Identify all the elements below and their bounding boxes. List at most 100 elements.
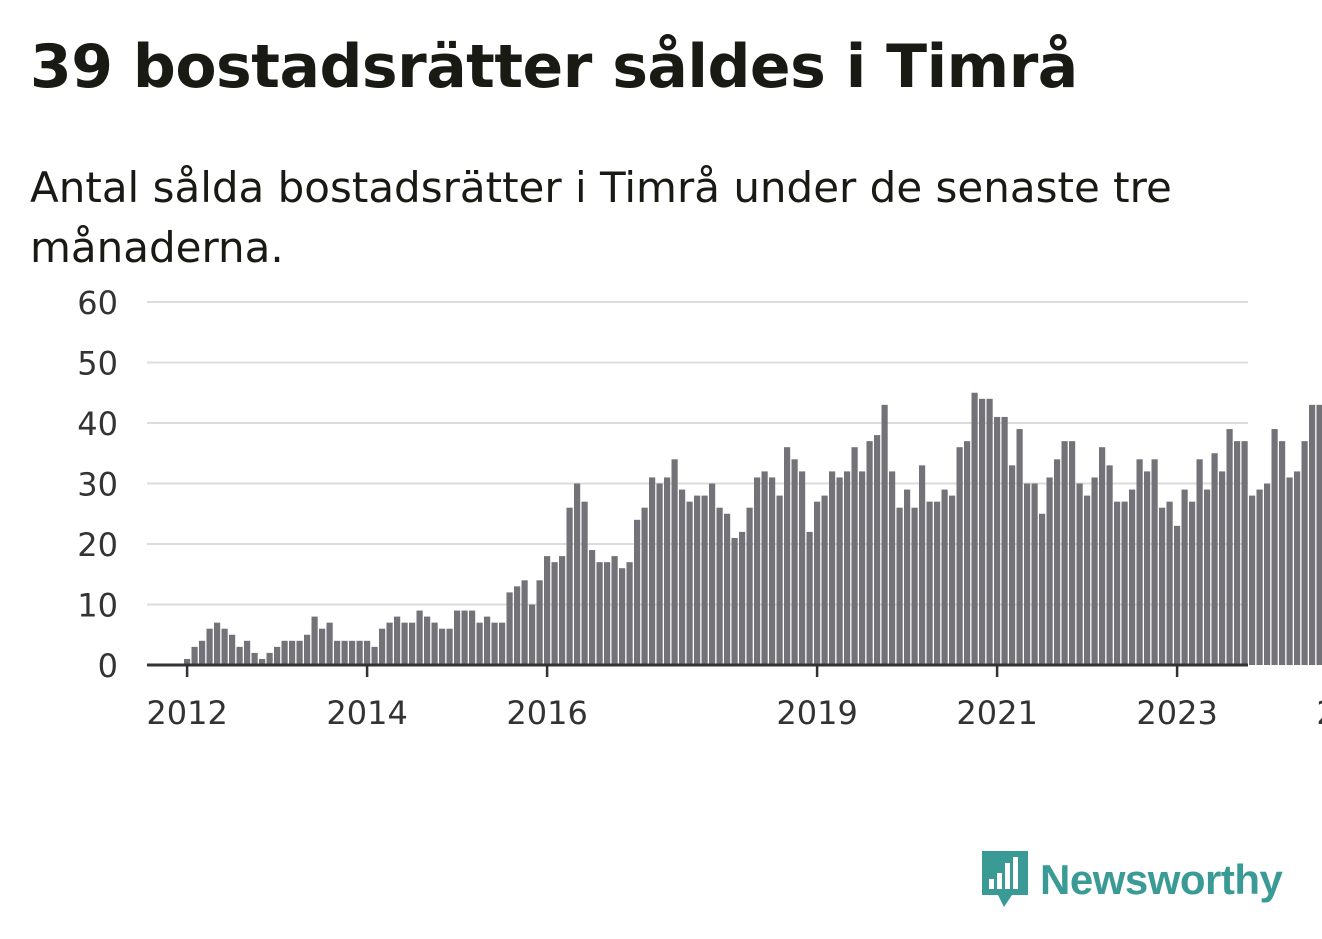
bar — [1316, 404, 1322, 665]
bar — [206, 628, 213, 665]
bar — [1234, 441, 1241, 665]
bar — [544, 556, 551, 665]
bar — [589, 550, 596, 665]
bar — [1196, 459, 1203, 665]
bar — [851, 447, 858, 665]
x-tick-label: 2016 — [506, 694, 587, 732]
bar — [1174, 525, 1181, 665]
bars — [184, 392, 1322, 665]
bar — [836, 477, 843, 665]
bar — [409, 622, 416, 665]
newsworthy-brand: Newsworthy — [980, 848, 1283, 912]
bar — [1249, 495, 1256, 665]
bar — [1001, 416, 1008, 665]
bar — [709, 483, 716, 665]
bar — [289, 640, 296, 665]
newsworthy-logo-icon — [982, 851, 1028, 907]
bar — [791, 459, 798, 665]
x-tick-label: 2025 — [1316, 694, 1322, 732]
bar — [799, 471, 806, 665]
x-axis: 2012 2014 2016 2019 2021 2023 2025 — [146, 663, 1322, 732]
bar — [184, 658, 191, 665]
bar — [656, 483, 663, 665]
bar — [296, 640, 303, 665]
bar — [484, 616, 491, 665]
bar — [521, 580, 528, 665]
bar — [1241, 441, 1248, 665]
bar — [769, 477, 776, 665]
bar — [664, 477, 671, 665]
bar — [401, 622, 408, 665]
bar — [626, 562, 633, 665]
bar — [244, 640, 251, 665]
y-tick-label: 10 — [77, 587, 118, 625]
bar — [806, 531, 813, 665]
bar — [266, 652, 273, 665]
bar — [941, 489, 948, 665]
x-tick-label: 2012 — [146, 694, 227, 732]
bar — [499, 622, 506, 665]
bar — [1226, 429, 1233, 665]
bar — [754, 477, 761, 665]
bar — [214, 622, 221, 665]
bar — [1309, 404, 1316, 665]
y-tick-label: 20 — [77, 526, 118, 564]
bar — [1159, 507, 1166, 665]
bar — [716, 507, 723, 665]
bar — [1091, 477, 1098, 665]
bar — [319, 628, 326, 665]
bar — [1016, 429, 1023, 665]
bar — [934, 501, 941, 665]
bar — [431, 622, 438, 665]
bar — [356, 640, 363, 665]
bar — [1061, 441, 1068, 665]
bar — [191, 646, 198, 665]
bar — [964, 441, 971, 665]
bar — [994, 416, 1001, 665]
bar — [701, 495, 708, 665]
bar — [904, 489, 911, 665]
bar — [529, 604, 536, 665]
bar — [619, 568, 626, 665]
bar — [649, 477, 656, 665]
bar — [979, 398, 986, 665]
bar — [341, 640, 348, 665]
bar — [334, 640, 341, 665]
bar — [574, 483, 581, 665]
bar — [889, 471, 896, 665]
bar — [566, 507, 573, 665]
bar — [821, 495, 828, 665]
bar — [671, 459, 678, 665]
bar — [1121, 501, 1128, 665]
bar — [491, 622, 498, 665]
bar — [596, 562, 603, 665]
bar — [949, 495, 956, 665]
bar — [259, 658, 266, 665]
bar — [1129, 489, 1136, 665]
bar — [739, 531, 746, 665]
bar — [1301, 441, 1308, 665]
bar — [1189, 501, 1196, 665]
bar — [439, 628, 446, 665]
bar — [986, 398, 993, 665]
bar — [251, 652, 258, 665]
bar — [1151, 459, 1158, 665]
bar — [679, 489, 686, 665]
bar — [1204, 489, 1211, 665]
bar — [1219, 471, 1226, 665]
brand-name: Newsworthy — [1040, 856, 1283, 903]
bar — [304, 634, 311, 665]
bar — [1069, 441, 1076, 665]
bar — [274, 646, 281, 665]
bar — [424, 616, 431, 665]
bar — [1166, 501, 1173, 665]
x-tick-label: 2019 — [776, 694, 857, 732]
bar — [311, 616, 318, 665]
bar — [814, 501, 821, 665]
bar — [604, 562, 611, 665]
bar — [1271, 429, 1278, 665]
bar — [911, 507, 918, 665]
bar — [386, 622, 393, 665]
bar — [1009, 465, 1016, 665]
bar — [1046, 477, 1053, 665]
